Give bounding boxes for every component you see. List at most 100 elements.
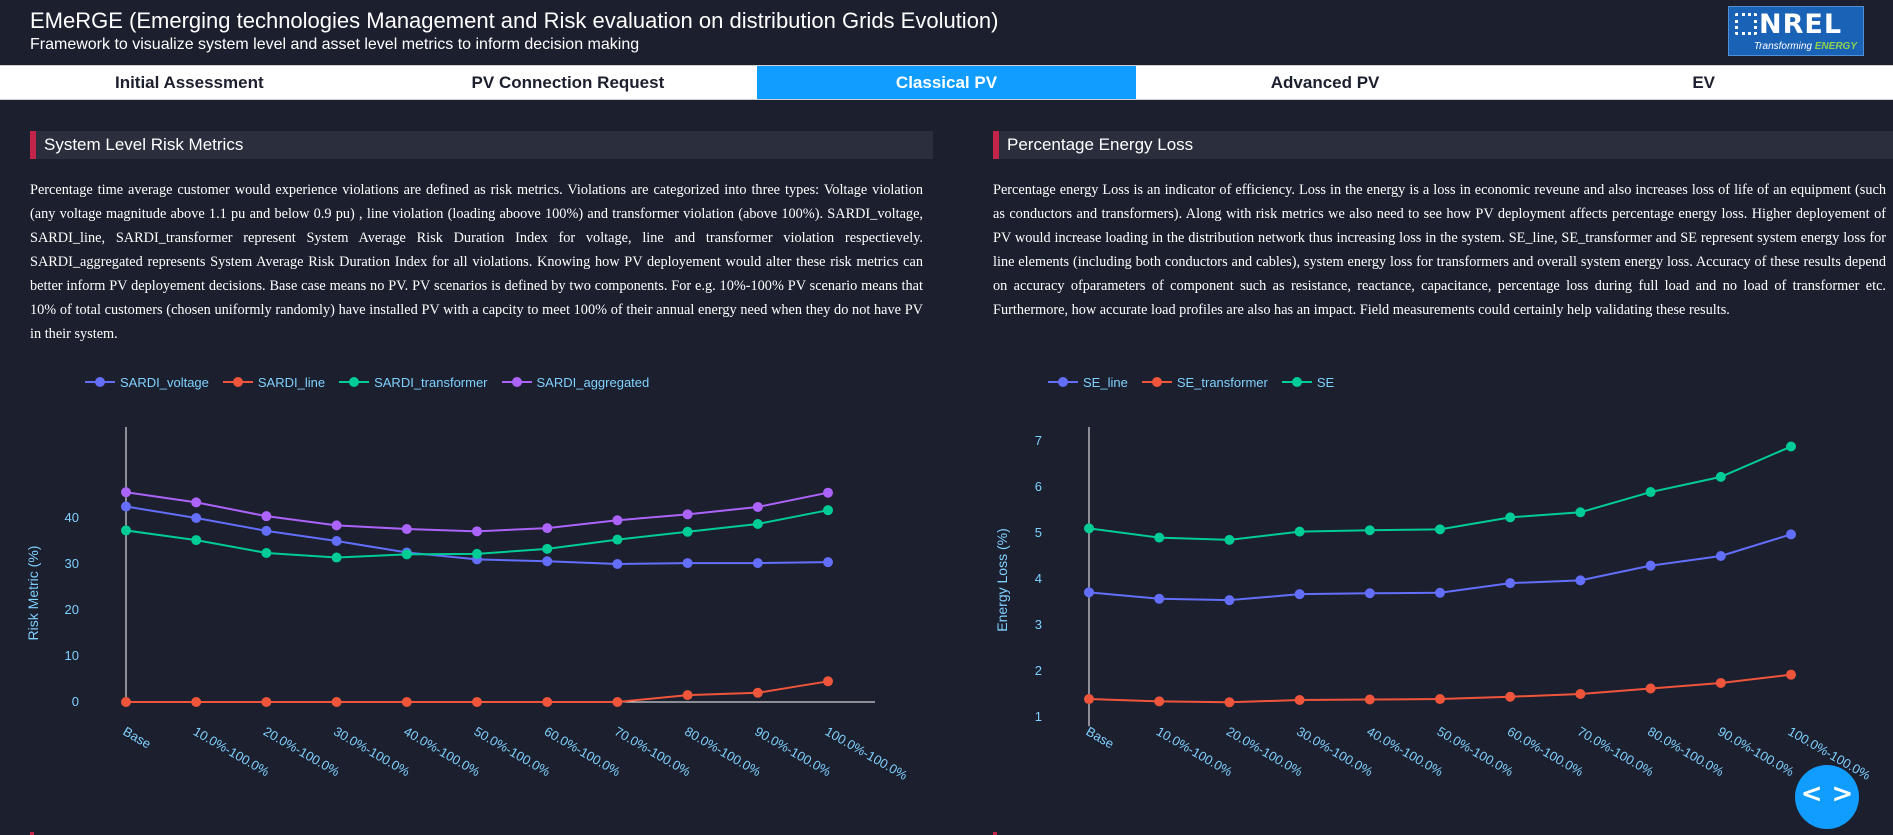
app-header: EMeRGE (Emerging technologies Management… <box>0 0 1893 64</box>
tab-ev[interactable]: EV <box>1692 72 1716 92</box>
data-point[interactable] <box>1294 589 1305 600</box>
data-point[interactable] <box>1084 523 1094 534</box>
tab-advanced-pv[interactable]: Advanced PV <box>1270 72 1380 92</box>
data-point[interactable] <box>1294 694 1305 705</box>
data-point[interactable] <box>1364 694 1375 705</box>
x-tick-label: 20.0%-100.0% <box>261 724 343 780</box>
data-point[interactable] <box>1505 691 1516 702</box>
data-point[interactable] <box>121 501 131 512</box>
data-point[interactable] <box>191 497 202 508</box>
data-point[interactable] <box>472 548 482 559</box>
data-point[interactable] <box>1154 593 1165 604</box>
data-point[interactable] <box>682 558 693 569</box>
data-point[interactable] <box>1224 534 1235 545</box>
tab-pv-connection-request[interactable]: PV Connection Request <box>471 72 665 92</box>
data-point[interactable] <box>1575 689 1586 699</box>
data-point[interactable] <box>823 487 833 498</box>
legend-item[interactable]: SARDI_line <box>222 375 325 390</box>
data-point[interactable] <box>682 509 693 520</box>
tab-initial-assessment[interactable]: Initial Assessment <box>114 72 264 92</box>
data-point[interactable] <box>1224 595 1235 606</box>
data-point[interactable] <box>612 515 623 526</box>
data-point[interactable] <box>1645 560 1656 571</box>
data-point[interactable] <box>331 520 342 531</box>
data-point[interactable] <box>1786 441 1796 452</box>
y-tick-label: 6 <box>1035 479 1042 494</box>
data-point[interactable] <box>401 524 412 535</box>
data-point[interactable] <box>1575 575 1586 586</box>
energy-loss-chart[interactable]: 1 2 3 4 5 6 7 Energy Loss (%) Base 10.0%-100.0%20… <box>963 400 1873 800</box>
data-point[interactable] <box>682 690 693 701</box>
data-point[interactable] <box>823 505 833 516</box>
data-point[interactable] <box>752 501 763 512</box>
risk-metric-chart[interactable]: 0 10 20 30 40 Risk Metric (%) Base 10.0%-100.0%… <box>0 400 930 800</box>
data-point[interactable] <box>121 697 131 707</box>
data-point[interactable] <box>1084 587 1094 598</box>
data-point[interactable] <box>542 523 553 534</box>
data-point[interactable] <box>1645 487 1656 498</box>
x-tick-label: 60.0%-100.0% <box>1505 724 1587 780</box>
data-point[interactable] <box>542 697 553 707</box>
data-point[interactable] <box>121 525 131 536</box>
data-point[interactable] <box>612 534 623 545</box>
data-point[interactable] <box>542 543 553 554</box>
data-point[interactable] <box>261 525 272 536</box>
data-point[interactable] <box>823 557 833 568</box>
legend-item[interactable]: SARDI_voltage <box>85 375 209 390</box>
legend-item[interactable]: SARDI_transformer <box>339 374 488 390</box>
data-point[interactable] <box>472 526 482 537</box>
data-point[interactable] <box>1364 588 1375 599</box>
tab-classical-pv[interactable]: Classical PV <box>757 66 1136 99</box>
data-point[interactable] <box>752 558 763 569</box>
data-point[interactable] <box>331 536 342 546</box>
data-point[interactable] <box>682 526 693 537</box>
data-point[interactable] <box>121 487 131 498</box>
data-point[interactable] <box>612 697 623 707</box>
logo-tagline: Transforming ENERGY <box>1754 41 1857 52</box>
data-point[interactable] <box>261 511 272 522</box>
legend-item[interactable]: SARDI_aggregated <box>501 375 649 390</box>
data-point[interactable] <box>261 697 272 707</box>
data-point[interactable] <box>1154 532 1165 543</box>
data-point[interactable] <box>1786 669 1796 680</box>
data-point[interactable] <box>823 676 833 687</box>
data-point[interactable] <box>401 549 412 560</box>
data-point[interactable] <box>542 556 553 567</box>
data-point[interactable] <box>1645 683 1656 694</box>
data-point[interactable] <box>1786 529 1796 540</box>
x-tick-label: Base <box>121 724 154 752</box>
data-point[interactable] <box>261 547 272 558</box>
data-point[interactable] <box>331 552 342 563</box>
data-point[interactable] <box>1435 587 1445 598</box>
data-point[interactable] <box>472 697 482 707</box>
legend-swatch-icon <box>1281 376 1312 388</box>
data-point[interactable] <box>1575 507 1586 518</box>
data-point[interactable] <box>1364 525 1375 536</box>
data-point[interactable] <box>752 518 763 529</box>
data-point[interactable] <box>1435 524 1445 535</box>
data-point[interactable] <box>612 559 623 569</box>
data-point[interactable] <box>1084 694 1094 705</box>
data-point[interactable] <box>1154 696 1165 707</box>
data-point[interactable] <box>1505 512 1516 523</box>
x-tick-label: 80.0%-100.0% <box>1645 724 1727 780</box>
data-point[interactable] <box>1435 694 1445 705</box>
data-point[interactable] <box>1294 526 1305 537</box>
code-toggle-button[interactable]: < > <box>1795 765 1859 829</box>
legend-label: SARDI_transformer <box>374 374 488 390</box>
data-point[interactable] <box>752 687 763 698</box>
data-point[interactable] <box>191 513 202 523</box>
data-point[interactable] <box>1224 697 1235 708</box>
data-point[interactable] <box>1505 578 1516 589</box>
data-point[interactable] <box>401 697 412 707</box>
data-point[interactable] <box>1715 471 1726 482</box>
legend-item[interactable]: SE <box>1281 375 1334 390</box>
legend-item[interactable]: SE_line <box>1048 375 1128 390</box>
data-point[interactable] <box>191 697 202 707</box>
data-point[interactable] <box>331 697 342 707</box>
legend-item[interactable]: SE_transformer <box>1141 375 1268 390</box>
data-point[interactable] <box>191 535 202 546</box>
data-point[interactable] <box>1715 551 1726 561</box>
data-point[interactable] <box>1715 677 1726 688</box>
x-tick-label: 20.0%-100.0% <box>1224 724 1306 780</box>
